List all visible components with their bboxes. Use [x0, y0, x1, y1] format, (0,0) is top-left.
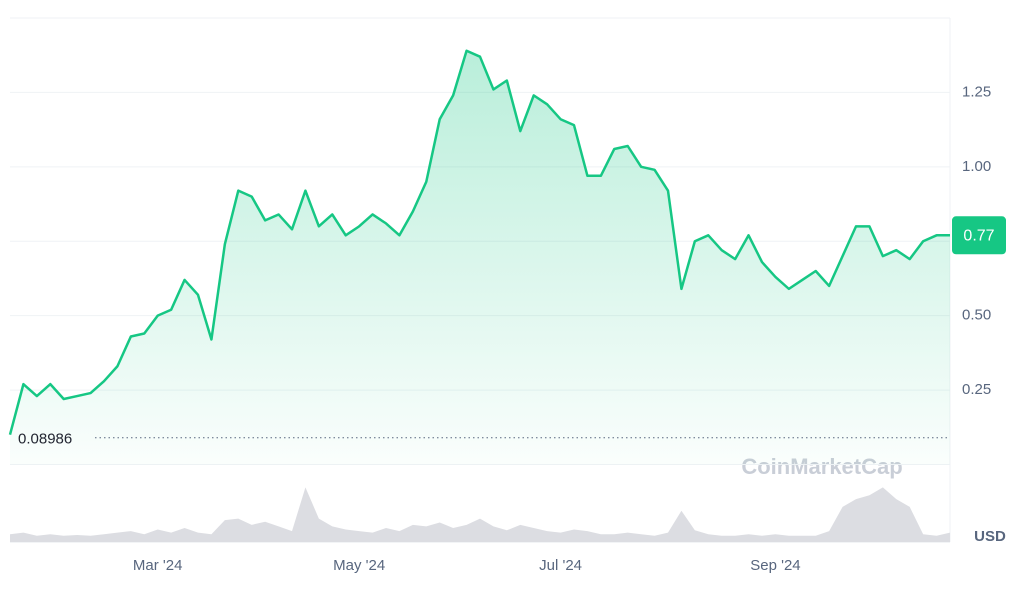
y-tick-label: 1.25	[962, 83, 991, 100]
y-tick-label: 1.00	[962, 158, 991, 175]
currency-label: USD	[974, 528, 1006, 545]
y-tick-label: 0.25	[962, 381, 991, 398]
price-tag	[952, 216, 1006, 255]
x-tick-label: Jul '24	[539, 557, 582, 574]
volume-area	[10, 487, 950, 542]
x-tick-label: Sep '24	[750, 557, 800, 574]
price-line	[8, 49, 950, 436]
y-tick-label: 0.50	[962, 307, 991, 324]
price-area	[10, 50, 950, 465]
x-tick-label: May '24	[333, 557, 385, 574]
price-tag-label: 0.77	[963, 228, 994, 245]
x-tick-label: Mar '24	[133, 557, 183, 574]
low-label: 0.08986	[18, 431, 72, 448]
